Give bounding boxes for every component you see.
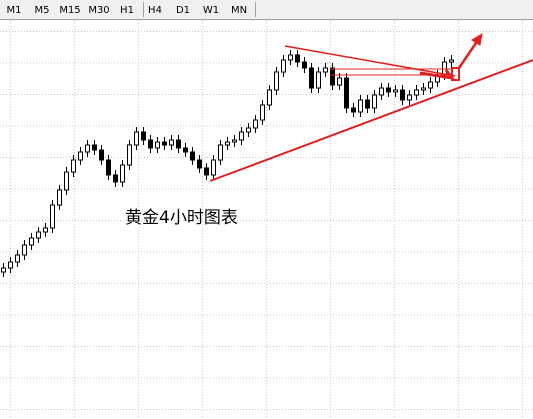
resistance-line [284,45,456,77]
candle-body [50,204,55,229]
candle-body [337,77,342,86]
candle-body [148,139,153,149]
candle-body [330,67,335,86]
candle-body [414,89,419,96]
candle-body [85,144,90,153]
timeframe-button[interactable]: H1 [120,5,134,16]
timeframe-button[interactable]: M30 [88,5,109,16]
candle-body [344,77,349,109]
timeframe-button[interactable]: M5 [35,5,50,16]
candle-body [78,151,83,161]
toolbar [0,0,533,19]
candle-body [134,131,139,146]
candle-body [288,54,293,61]
candle-body [316,71,321,89]
candle-body [302,61,307,69]
candle-body [176,139,181,149]
candle-body [372,94,377,109]
candle-body [1,267,6,273]
timeframe-button[interactable]: W1 [203,5,219,16]
candle-body [351,107,356,113]
candle-body [190,151,195,161]
candle-body [204,167,209,176]
candle-body [169,139,174,146]
candle-body [253,119,258,129]
candle-body [141,131,146,141]
timeframe-button[interactable]: MN [231,5,247,16]
candle-body [295,54,300,63]
candle-body [428,81,433,89]
candle-body [358,99,363,113]
candle-body [386,87,391,93]
candle-body [15,254,20,263]
candle-body [379,87,384,96]
candle-body [162,141,167,146]
candle-body [99,149,104,161]
candle-body [400,89,405,101]
candle-body [274,71,279,91]
candle-body [281,59,286,73]
timeframe-button[interactable]: M1 [7,5,22,16]
candle-body [393,89,398,93]
arrow-head [471,33,483,46]
candle-body [246,127,251,133]
candle-body [22,244,27,256]
candle-body [36,231,41,239]
candle-body [267,89,272,106]
candle-body [57,189,62,206]
candle-body [106,159,111,176]
grid [0,20,533,419]
drawings [209,33,533,182]
candle-body [232,139,237,143]
candle-body [323,67,328,73]
candle-body [309,67,314,89]
candle-body [8,261,13,269]
timeframe-button[interactable]: H4 [148,5,162,16]
annotation: 黄金4小时图表 [125,208,238,228]
candle-body [64,171,69,191]
candle-body [260,104,265,121]
candle-body [92,144,97,151]
candle-body [239,131,244,141]
candle-body [71,159,76,173]
candle-body [120,164,125,183]
candle-body [218,144,223,161]
candle-body [29,237,34,246]
box [451,67,460,81]
candle-body [449,59,454,63]
timeframe-button[interactable]: M15 [59,5,80,16]
candle-body [407,94,412,101]
candle-body [225,141,230,146]
candle-body [197,159,202,169]
support-line [209,59,533,182]
candle-body [365,99,370,109]
candle-body [421,87,426,91]
timeframes: M1 M5 M15 M30 H1 H4 D1 W1 MN [7,5,248,16]
candle-body [113,174,118,183]
arrow-up [457,39,480,69]
candle-body [211,159,216,176]
candle-body [127,144,132,166]
candle-body [43,227,48,233]
timeframe-button[interactable]: D1 [176,5,190,16]
candle-body [155,141,160,149]
candle-body [183,147,188,153]
